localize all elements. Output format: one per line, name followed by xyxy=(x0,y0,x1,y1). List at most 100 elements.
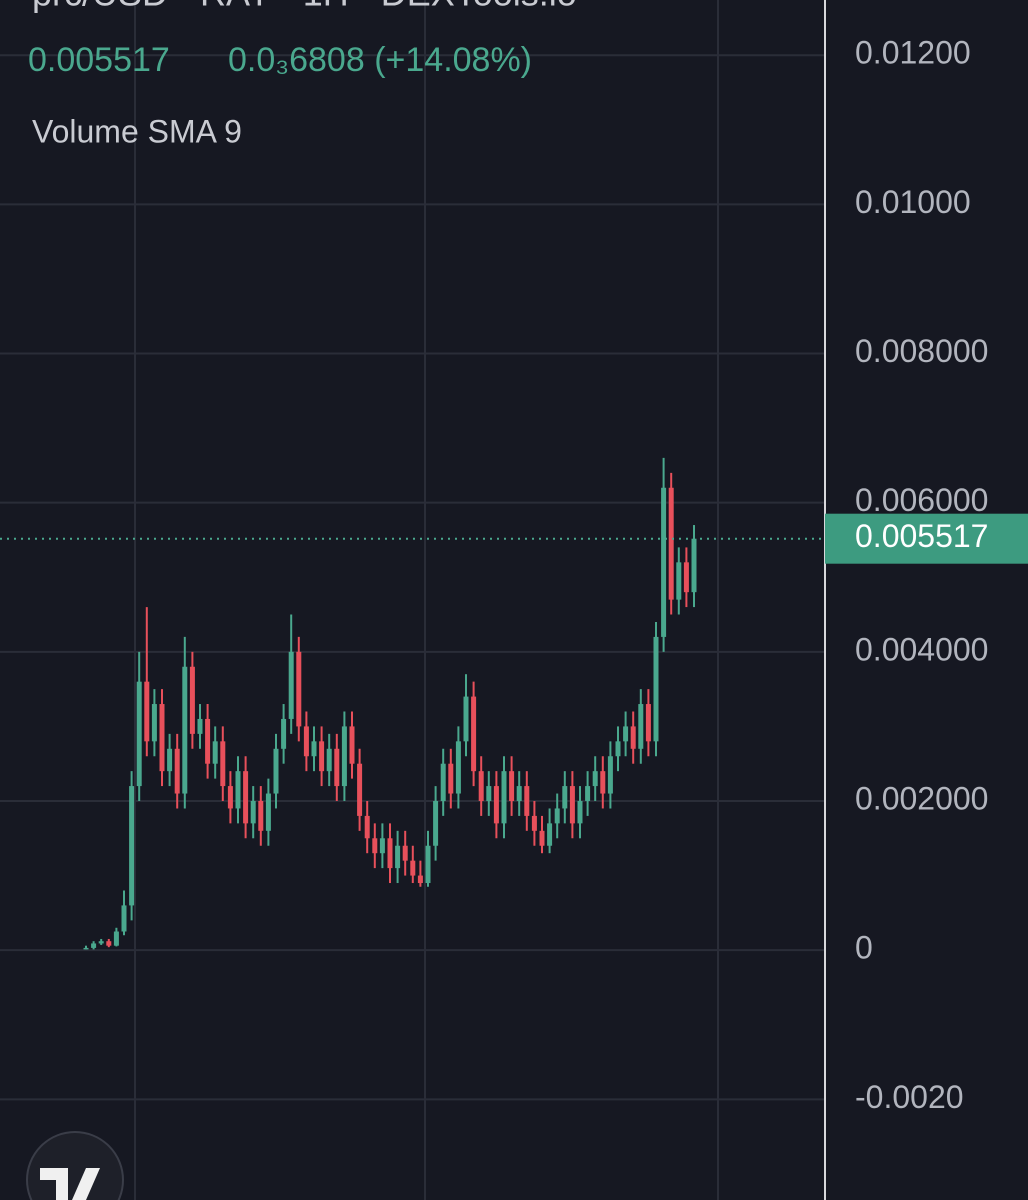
candle-body xyxy=(303,726,309,757)
candle-body xyxy=(410,860,416,876)
candle-body xyxy=(547,823,553,846)
candle-body xyxy=(349,726,355,764)
y-tick-label: 0.002000 xyxy=(855,780,988,816)
candle-body xyxy=(440,763,446,801)
candle-body xyxy=(516,786,522,801)
y-tick-label: 0.01200 xyxy=(855,35,971,71)
candle-body xyxy=(395,845,401,869)
logo-mark xyxy=(40,1168,100,1200)
plot xyxy=(0,457,825,950)
candle-body xyxy=(661,487,667,637)
candle-body xyxy=(341,726,347,787)
candle-body xyxy=(288,651,294,719)
candle-body xyxy=(501,771,507,824)
candle-body xyxy=(600,771,606,794)
candle-body xyxy=(265,793,271,831)
candle-body xyxy=(676,562,682,600)
candle-body xyxy=(311,741,317,757)
candle-body xyxy=(113,931,119,946)
candle-body xyxy=(585,786,591,801)
candle-body xyxy=(630,726,636,749)
candle-body xyxy=(129,786,135,906)
candle-body xyxy=(577,800,583,824)
candle-body xyxy=(524,786,530,816)
candle-body xyxy=(273,748,279,794)
candle-body xyxy=(478,771,484,801)
candle-body xyxy=(106,941,112,946)
candle-body xyxy=(98,941,104,944)
candle-body xyxy=(645,704,651,742)
candle-body xyxy=(448,763,454,794)
candle-body xyxy=(220,741,226,787)
candle-body xyxy=(212,741,218,764)
candle-body xyxy=(189,666,195,734)
candle-body xyxy=(136,681,142,787)
y-tick-label: -0.0020 xyxy=(855,1079,964,1115)
candle-body xyxy=(144,681,150,742)
candle-body xyxy=(326,748,332,772)
candle-body xyxy=(691,538,697,593)
y-tick-label: 0.008000 xyxy=(855,333,988,369)
y-tick-label: 0.004000 xyxy=(855,631,988,667)
candle-body xyxy=(509,771,515,801)
chart-title: prc/USD · RAY · 1H · DEXTools.io xyxy=(32,0,577,14)
y-tick-label: 0.006000 xyxy=(855,482,988,518)
indicator-label: Volume SMA 9 xyxy=(32,113,242,149)
candle-body xyxy=(387,838,393,869)
candle-body xyxy=(334,748,340,787)
candle-body xyxy=(623,726,629,742)
candle-body xyxy=(402,845,408,861)
price-axis: 0.01200 0.01000 0.008000 0.006000 0.004000 0.… xyxy=(825,35,1028,1115)
candle-body xyxy=(281,718,287,749)
last-close: 0.005517 xyxy=(28,41,170,79)
candle-body xyxy=(683,562,689,593)
candle-body xyxy=(531,815,537,831)
candle-body xyxy=(455,741,461,794)
candle-body xyxy=(364,815,370,839)
candle-body xyxy=(174,748,180,794)
candle-body xyxy=(539,830,545,846)
candle-body xyxy=(167,748,173,772)
candle-body xyxy=(319,741,325,772)
last-price-label: 0.005517 xyxy=(855,518,988,554)
candle-body xyxy=(243,771,249,824)
candle-body xyxy=(615,741,621,757)
candle-body xyxy=(562,786,568,809)
candle-body xyxy=(296,651,302,727)
candle-body xyxy=(433,800,439,846)
candle-body xyxy=(668,487,674,600)
candle-body xyxy=(592,771,598,787)
y-tick-label: 0.01000 xyxy=(855,184,971,220)
candle-body xyxy=(417,875,423,884)
candle-body xyxy=(653,636,659,742)
candle-body xyxy=(638,704,644,749)
grid xyxy=(0,0,825,1200)
candle-body xyxy=(182,666,188,794)
candle-body xyxy=(471,696,477,772)
candle-body xyxy=(235,771,241,809)
candle-body xyxy=(121,905,127,932)
candle-body xyxy=(83,947,89,950)
candle-body xyxy=(205,718,211,764)
candle-body xyxy=(554,808,560,824)
last-price-badge xyxy=(825,513,1028,564)
candle-body xyxy=(91,943,97,948)
candle-body xyxy=(357,763,363,816)
candle-body xyxy=(569,786,575,824)
candle-body xyxy=(227,786,233,809)
logo xyxy=(26,1131,124,1200)
candle-body xyxy=(159,704,165,772)
candle-body xyxy=(151,704,157,742)
candle-body xyxy=(197,718,203,734)
candle-body xyxy=(425,845,431,884)
y-tick-label: 0 xyxy=(855,930,873,966)
candle-body xyxy=(607,756,613,794)
price-change: 0.0₃6808 (+14.08%) xyxy=(228,41,532,79)
candle-body xyxy=(250,800,256,824)
candle-body xyxy=(486,786,492,801)
candle-body xyxy=(372,838,378,854)
logo-badge xyxy=(26,1131,124,1200)
